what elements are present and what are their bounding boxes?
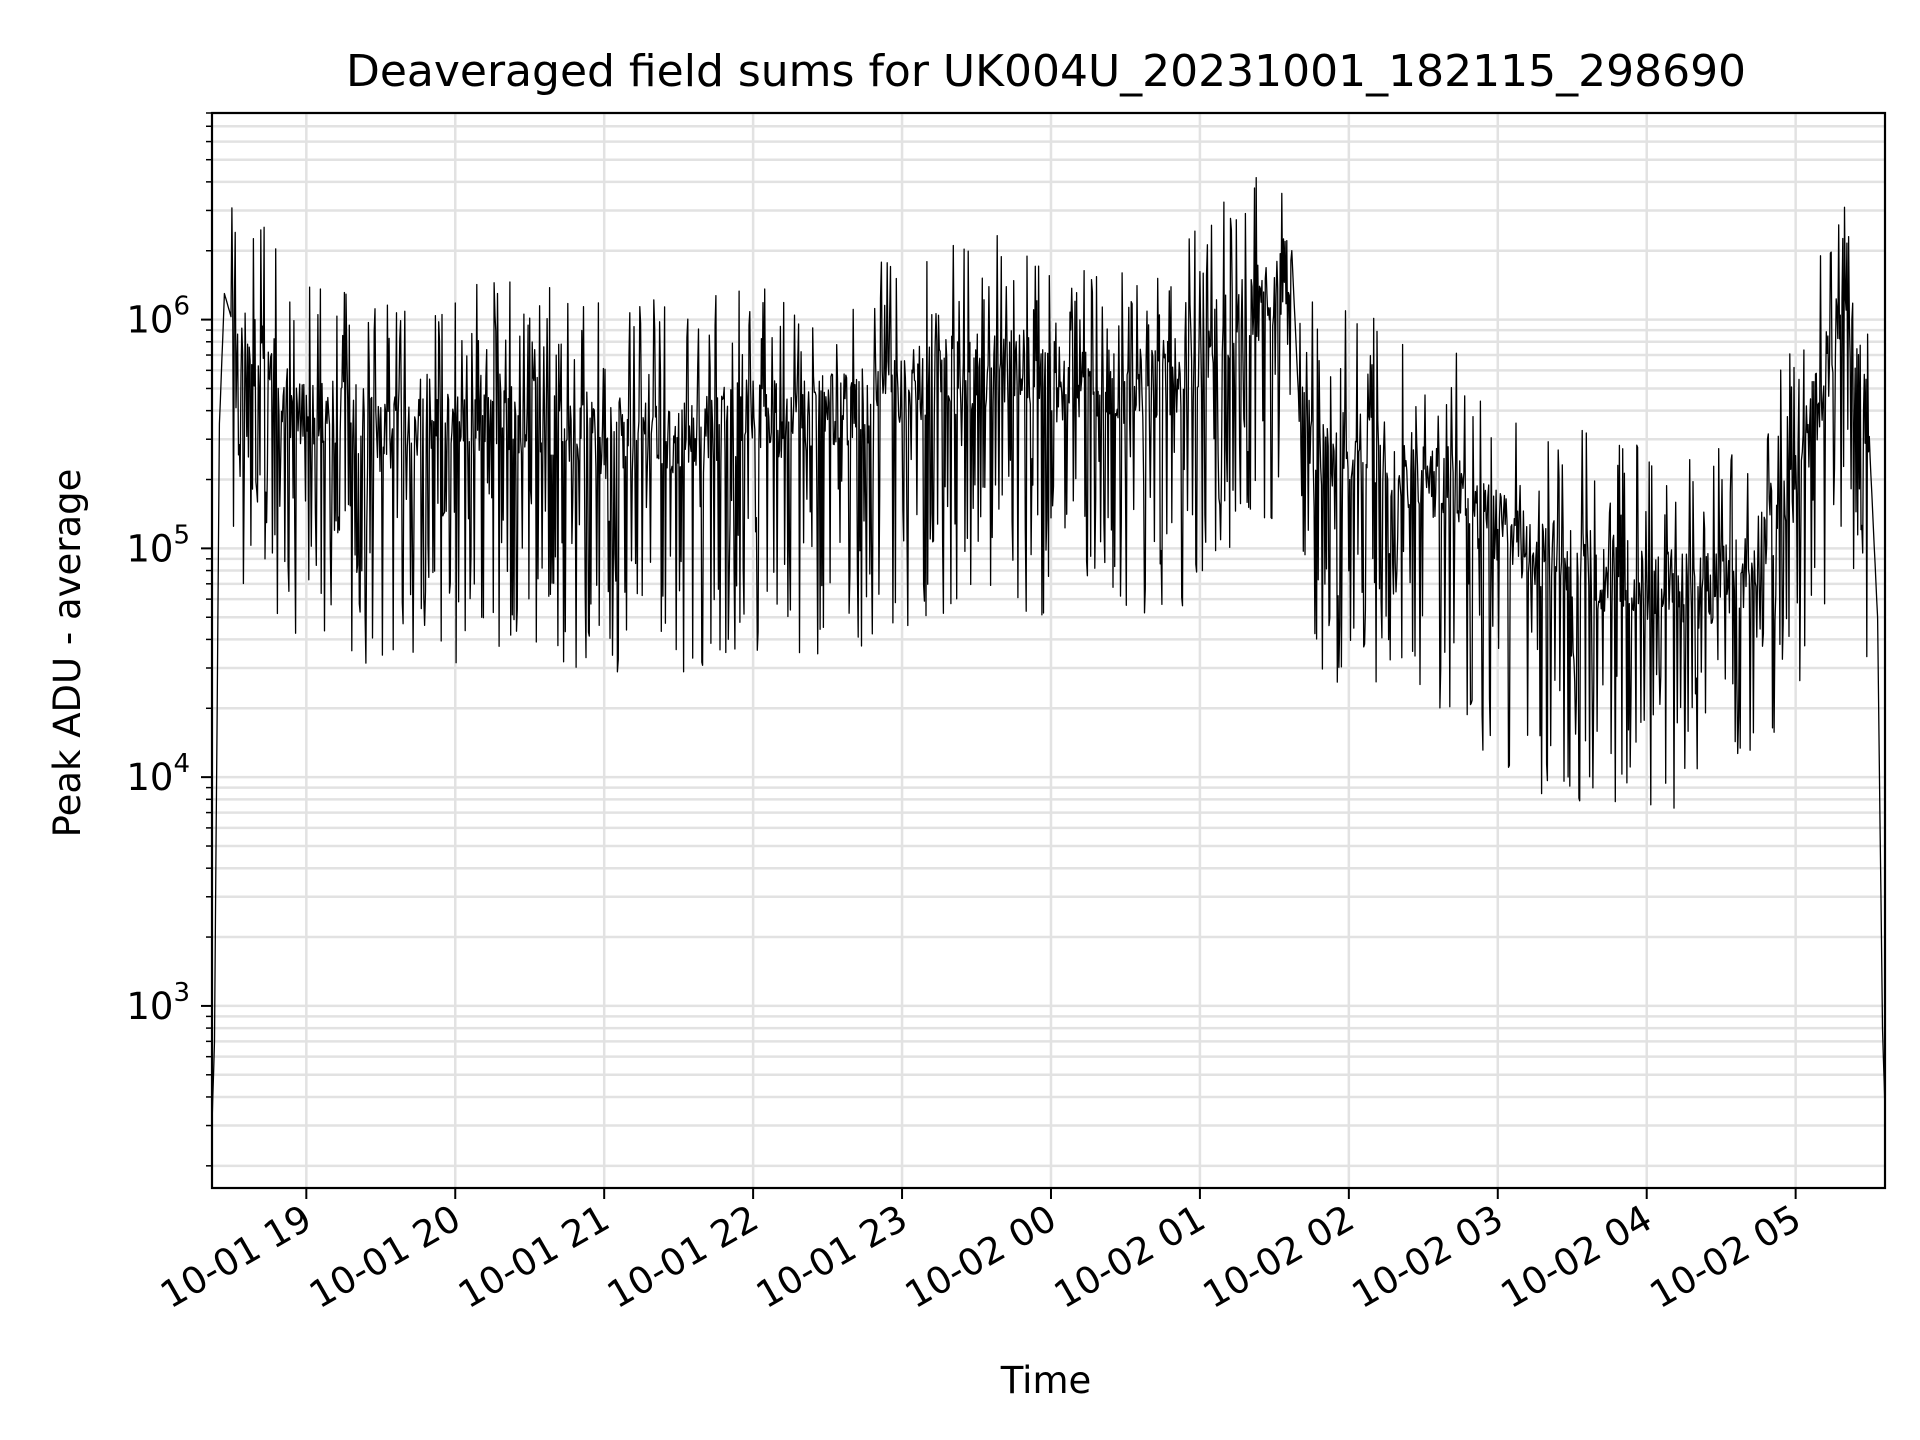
axis-ticks [201, 112, 1797, 1199]
y-tick-label: 106 [126, 292, 190, 342]
y-tick-label: 105 [126, 520, 190, 570]
y-tick-label-base: 10 [126, 299, 173, 342]
x-axis-label: Time [1000, 1359, 1092, 1402]
y-tick-label-base: 10 [126, 527, 173, 570]
series-layer [211, 176, 1886, 1126]
y-axis-label: Peak ADU - average [46, 469, 89, 838]
series-group [211, 176, 1886, 1126]
y-tick-label-exponent: 4 [173, 749, 190, 779]
y-tick-label: 103 [126, 978, 190, 1028]
y-tick-label-exponent: 3 [173, 978, 190, 1008]
y-tick-label-base: 10 [126, 985, 173, 1028]
chart-title: Deaveraged field sums for UK004U_2023100… [346, 46, 1746, 97]
series-line [211, 176, 1886, 1126]
plot-frame [210, 111, 1887, 1190]
y-tick-label-exponent: 6 [173, 292, 190, 322]
y-tick-label: 104 [126, 749, 190, 799]
y-tick-label-base: 10 [126, 756, 173, 799]
grid [212, 111, 1885, 1188]
y-tick-label-exponent: 5 [173, 520, 190, 550]
